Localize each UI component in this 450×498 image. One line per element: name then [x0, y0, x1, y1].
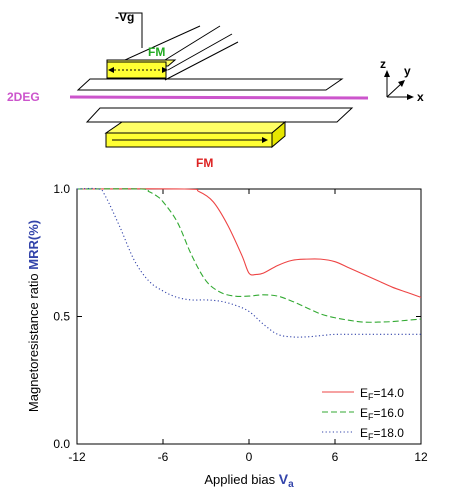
- twodeg-label: 2DEG: [7, 90, 40, 104]
- legend-label-1: EF=14.0: [360, 386, 404, 402]
- top-fm-label: FM: [148, 45, 165, 59]
- y-tick-label: 1.0: [53, 182, 70, 196]
- axis-x-head: [407, 94, 414, 100]
- top-fm-arrowhead: [162, 67, 168, 73]
- y-axis-label: Magnetoresistance ratio MRR(%): [26, 220, 41, 412]
- gate-label: -Vg: [115, 10, 134, 24]
- x-tick-label: 6: [332, 450, 339, 464]
- x-tick-label: -12: [68, 450, 86, 464]
- axis-z-head: [384, 70, 390, 77]
- axis-z-label: z: [380, 57, 386, 71]
- top-fm-arrowtail: [108, 67, 114, 73]
- top-fm-rail-back-1: [124, 25, 201, 61]
- y-tick-label: 0.5: [53, 310, 70, 324]
- series-line-2: [76, 188, 422, 323]
- plot-frame: [76, 188, 422, 445]
- legend-label-2: EF=16.0: [360, 406, 404, 422]
- axis-y-arrow: [386, 82, 403, 98]
- bottom-fm-label: FM: [196, 156, 213, 170]
- top-fm-rail-front-2: [167, 33, 233, 71]
- bottom-fm-block-top: [104, 121, 287, 134]
- bottom-layer-sheet: [85, 107, 354, 123]
- x-tick-label: 0: [246, 450, 253, 464]
- tick-group: -12 -6 0 6 12 0.0 0.5 1.0: [53, 182, 428, 464]
- axis-x-label: x: [417, 90, 424, 104]
- bottom-fm-arrowhead: [262, 137, 268, 143]
- mrr-chart: -12 -6 0 6 12 0.0 0.5 1.0 Applied bias Va Magne…: [26, 182, 428, 490]
- top-fm-rail-back-2: [164, 25, 221, 61]
- device-schematic: -Vg FM 2DEG FM z y x: [7, 10, 424, 170]
- top-layer-sheet: [76, 78, 344, 91]
- x-tick-label: 12: [414, 450, 428, 464]
- legend-label-3: EF=18.0: [360, 426, 404, 442]
- series-line-1: [76, 188, 422, 298]
- x-tick-label: -6: [158, 450, 169, 464]
- series-group: [76, 187, 422, 338]
- twodeg-line: [69, 95, 369, 100]
- bottom-fm-block-side: [271, 120, 286, 149]
- top-fm-rail-front-1: [164, 41, 239, 81]
- axis-y-head: [398, 80, 405, 87]
- legend: EF=14.0 EF=16.0 EF=18.0: [322, 386, 404, 442]
- series-line-3: [76, 187, 421, 338]
- x-axis-label: Applied bias Va: [204, 471, 294, 490]
- axis-y-label: y: [404, 64, 411, 78]
- y-tick-label: 0.0: [53, 437, 70, 451]
- gate-lead: [118, 12, 143, 48]
